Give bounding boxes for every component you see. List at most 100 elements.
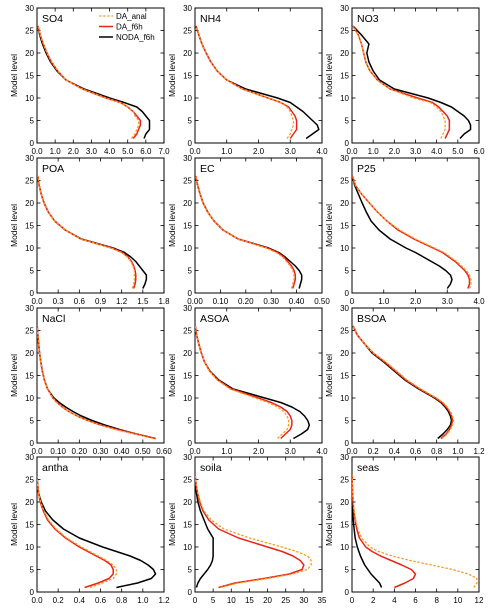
y-axis-title: Model level xyxy=(167,503,177,546)
y-tick-label: 25 xyxy=(340,327,349,336)
x-tick-label: 3.0 xyxy=(86,147,98,156)
y-tick-label: 0 xyxy=(188,439,193,448)
y-tick-label: 20 xyxy=(183,498,192,507)
x-tick-label: 1.0 xyxy=(378,297,390,306)
y-tick-label: 30 xyxy=(183,304,192,313)
x-tick-label: 6.0 xyxy=(473,147,485,156)
panel-poa: 0.0 0.3 0.6 0.9 1.2 1.5 1.8 0 5 10 15 20 25 30 Model l… xyxy=(9,154,170,306)
y-axis-title: Model level xyxy=(167,354,177,397)
x-tick-label: 1.2 xyxy=(473,447,485,456)
x-tick-label: 0.6 xyxy=(410,447,422,456)
y-tick-label: 30 xyxy=(25,304,34,313)
y-tick-label: 30 xyxy=(340,4,349,13)
x-tick-label: 1.8 xyxy=(158,297,170,306)
series-line-noda-f6h xyxy=(37,25,151,139)
y-axis-title: Model level xyxy=(324,354,334,397)
x-tick-label: 0 xyxy=(193,596,198,605)
y-tick-label: 10 xyxy=(183,394,192,403)
y-tick-label: 30 xyxy=(340,154,349,163)
series-line-da-anal xyxy=(37,25,140,139)
x-tick-label: 12 xyxy=(475,596,484,605)
panel-nh4: 0.0 1.0 2.0 3.0 4.0 0 5 10 15 20 25 30 Model level NH… xyxy=(167,4,328,156)
x-tick-label: 10 xyxy=(227,596,236,605)
plot-frame xyxy=(194,7,323,144)
y-axis-title: Model level xyxy=(9,204,19,247)
x-tick-label: 0.20 xyxy=(72,447,88,456)
series-line-da-anal xyxy=(352,175,472,289)
x-tick-label: 2.0 xyxy=(389,147,401,156)
x-tick-label: 4.0 xyxy=(104,147,116,156)
x-tick-label: 0.40 xyxy=(114,447,130,456)
y-tick-label: 30 xyxy=(183,154,192,163)
panel-so4: 0.0 1.0 2.0 3.0 4.0 5.0 6.0 7.0 0 5 10 15 20 25 30 Mode… xyxy=(9,4,170,156)
x-tick-label: 0.0 xyxy=(31,596,43,605)
y-axis-title: Model level xyxy=(167,204,177,247)
panel-title: NO3 xyxy=(357,13,379,25)
x-tick-label: 0.30 xyxy=(263,297,279,306)
x-tick-label: 1.0 xyxy=(452,447,464,456)
y-tick-label: 25 xyxy=(183,177,192,186)
y-tick-label: 5 xyxy=(30,267,35,276)
y-tick-label: 10 xyxy=(25,244,34,253)
y-tick-label: 20 xyxy=(340,49,349,58)
x-tick-label: 0.8 xyxy=(431,447,443,456)
x-tick-label: 15 xyxy=(245,596,254,605)
panel-p25: 0 1.0 2.0 3.0 4.0 0 5 10 15 20 25 30 Model level P25 xyxy=(324,154,485,306)
panel-title: ASOA xyxy=(200,313,229,325)
x-tick-label: 0.20 xyxy=(238,297,254,306)
x-tick-label: 0.60 xyxy=(156,447,172,456)
legend-label: DA_anal xyxy=(116,12,147,21)
series-line-noda-f6h xyxy=(352,325,453,440)
series-line-da-f6h xyxy=(37,474,114,589)
y-tick-label: 10 xyxy=(183,244,192,253)
x-tick-label: 4.0 xyxy=(316,447,328,456)
series-line-da-anal xyxy=(352,325,455,439)
y-tick-label: 25 xyxy=(25,476,34,485)
series-line-da-f6h xyxy=(195,474,305,589)
x-tick-label: 0.50 xyxy=(314,297,330,306)
y-tick-label: 25 xyxy=(25,177,34,186)
y-tick-label: 10 xyxy=(183,543,192,552)
plot-frame xyxy=(351,307,480,444)
x-tick-label: 0.0 xyxy=(346,447,358,456)
y-tick-label: 0 xyxy=(345,588,350,597)
y-tick-label: 5 xyxy=(345,566,350,575)
y-tick-label: 25 xyxy=(340,476,349,485)
y-tick-label: 10 xyxy=(183,94,192,103)
series-line-da-anal xyxy=(352,474,478,588)
panel-title: seas xyxy=(357,462,379,474)
x-tick-label: 2.0 xyxy=(253,447,265,456)
y-tick-label: 20 xyxy=(183,49,192,58)
legend-label: NODA_f6h xyxy=(116,33,155,42)
y-tick-label: 0 xyxy=(30,139,35,148)
panel-title: NH4 xyxy=(200,13,221,25)
x-tick-label: 0.0 xyxy=(31,447,43,456)
panel-soila: 0 5 10 15 20 25 30 35 0 5 10 15 20 25 30 Model level soi… xyxy=(167,453,327,605)
y-tick-label: 5 xyxy=(188,267,193,276)
x-tick-label: 0.0 xyxy=(31,147,43,156)
panel-nacl: 0.0 0.10 0.20 0.30 0.40 0.50 0.60 0 5 10 15 20 25 30 M… xyxy=(9,304,172,456)
x-tick-label: 4.0 xyxy=(431,147,443,156)
y-tick-label: 30 xyxy=(25,4,34,13)
x-tick-label: 4 xyxy=(392,596,397,605)
y-tick-label: 10 xyxy=(25,394,34,403)
y-tick-label: 25 xyxy=(25,27,34,36)
y-axis-title: Model level xyxy=(9,54,19,97)
x-tick-label: 1.0 xyxy=(368,147,380,156)
y-tick-label: 10 xyxy=(340,244,349,253)
y-tick-label: 15 xyxy=(25,222,34,231)
y-tick-label: 10 xyxy=(340,94,349,103)
y-tick-label: 5 xyxy=(188,117,193,126)
y-tick-label: 10 xyxy=(25,543,34,552)
panel-asoa: 0.0 1.0 2.0 3.0 4.0 0 5 10 15 20 25 30 Model level AS… xyxy=(167,304,328,456)
panel-title: POA xyxy=(42,163,64,175)
panel-title: antha xyxy=(42,462,68,474)
x-tick-label: 3.0 xyxy=(442,297,454,306)
x-tick-label: 0.0 xyxy=(346,147,358,156)
plot-frame xyxy=(36,7,165,144)
x-tick-label: 1.5 xyxy=(137,297,149,306)
x-tick-label: 6.0 xyxy=(140,147,152,156)
y-tick-label: 0 xyxy=(345,139,350,148)
x-tick-label: 0.10 xyxy=(213,297,229,306)
